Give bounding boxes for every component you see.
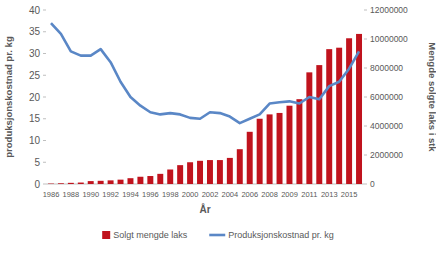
bar [68,183,74,184]
y-tick [43,31,46,32]
x-tick-label: 2004 [222,190,239,199]
bar [137,177,143,184]
y-tick-label: 30 [29,48,41,59]
y-tick-label: 0 [34,179,40,190]
bar [167,170,173,185]
y-tick [43,97,46,98]
y2-tick [364,97,367,98]
bar [177,165,183,184]
bar [277,113,283,184]
bar [346,38,352,184]
y-tick [43,75,46,76]
x-tick-label: 1988 [63,190,80,199]
legend-item: Produksjonskostnad pr. kg [209,230,334,240]
y2-tick [364,184,367,185]
x-tick-label: 2009 [281,190,298,199]
legend-item: Solgt mengde laks [102,230,188,240]
x-axis-title: År [199,203,210,215]
y-tick [43,184,46,185]
bar [58,183,64,184]
bar [257,119,263,184]
legend: Solgt mengde laks Produksjonskostnad pr. … [102,230,334,240]
plot-marks [48,23,362,184]
bar [296,99,302,184]
bar [108,180,114,184]
y2-tick [364,126,367,127]
y-tick [43,162,46,163]
bar [336,48,342,184]
bar [267,114,273,184]
bar [118,180,124,184]
x-tick-label: 2008 [261,190,278,199]
y2-axis-title: Mengde solgte laks i stk [427,42,436,152]
x-tick-label: 2000 [182,190,199,199]
legend-label: Produksjonskostnad pr. kg [228,230,334,240]
bar [187,162,193,184]
legend-swatch [209,234,225,237]
bar [316,65,322,184]
x-tick-label: 1990 [82,190,99,199]
chart: 0 5 10 15 20 25 30 35 40 0 2000000 4000000 6000000 80… [0,0,436,255]
y-tick-label: 20 [29,92,41,103]
bar [286,106,292,184]
x-tick-label: 1998 [162,190,179,199]
y2-tick-label: 8000000 [370,63,403,73]
y-tick [43,140,46,141]
bar [78,183,84,184]
bar [207,160,213,184]
y-tick [43,118,46,119]
y2-tick-label: 10000000 [370,34,408,44]
y-tick-label: 15 [29,113,41,124]
y-tick-label: 40 [29,5,41,16]
x-tick-label: 2015 [341,190,358,199]
x-tick-label: 2002 [202,190,219,199]
y-tick-label: 35 [29,26,41,37]
x-tick-label: 1994 [122,190,139,199]
y2-tick-label: 0 [370,179,375,189]
bar [227,158,233,184]
y-tick [43,53,46,54]
y2-tick-label: 6000000 [370,92,403,102]
bar [326,49,332,184]
bar [306,72,312,184]
bar [247,132,253,184]
y2-tick-label: 12000000 [370,5,408,15]
y2-tick [364,39,367,40]
line [51,23,359,123]
x-tick-label: 1992 [102,190,119,199]
y2-tick-label: 4000000 [370,121,403,131]
bar [157,174,163,184]
bar [48,183,54,184]
y-tick [43,10,46,11]
y2-tick [364,155,367,156]
y2-tick [364,10,367,11]
bar [237,149,243,184]
bar [127,178,133,184]
x-tick-label: 1986 [43,190,60,199]
y2-tick [364,68,367,69]
y-tick-label: 10 [29,135,41,146]
bar [147,176,153,184]
y-axis-title: produksjonskostnad pr. kg [3,36,14,158]
x-tick-label: 2013 [321,190,338,199]
bar [88,181,94,184]
bar [197,161,203,184]
y-tick-label: 25 [29,70,41,81]
y-tick-label: 5 [34,157,40,168]
bar [217,160,223,184]
bar [98,181,104,184]
x-tick-label: 1996 [142,190,159,199]
legend-label: Solgt mengde laks [113,230,188,240]
x-tick-label: 2006 [241,190,258,199]
legend-swatch [102,231,110,239]
x-tick-label: 2011 [301,190,317,199]
y2-tick-label: 2000000 [370,150,403,160]
